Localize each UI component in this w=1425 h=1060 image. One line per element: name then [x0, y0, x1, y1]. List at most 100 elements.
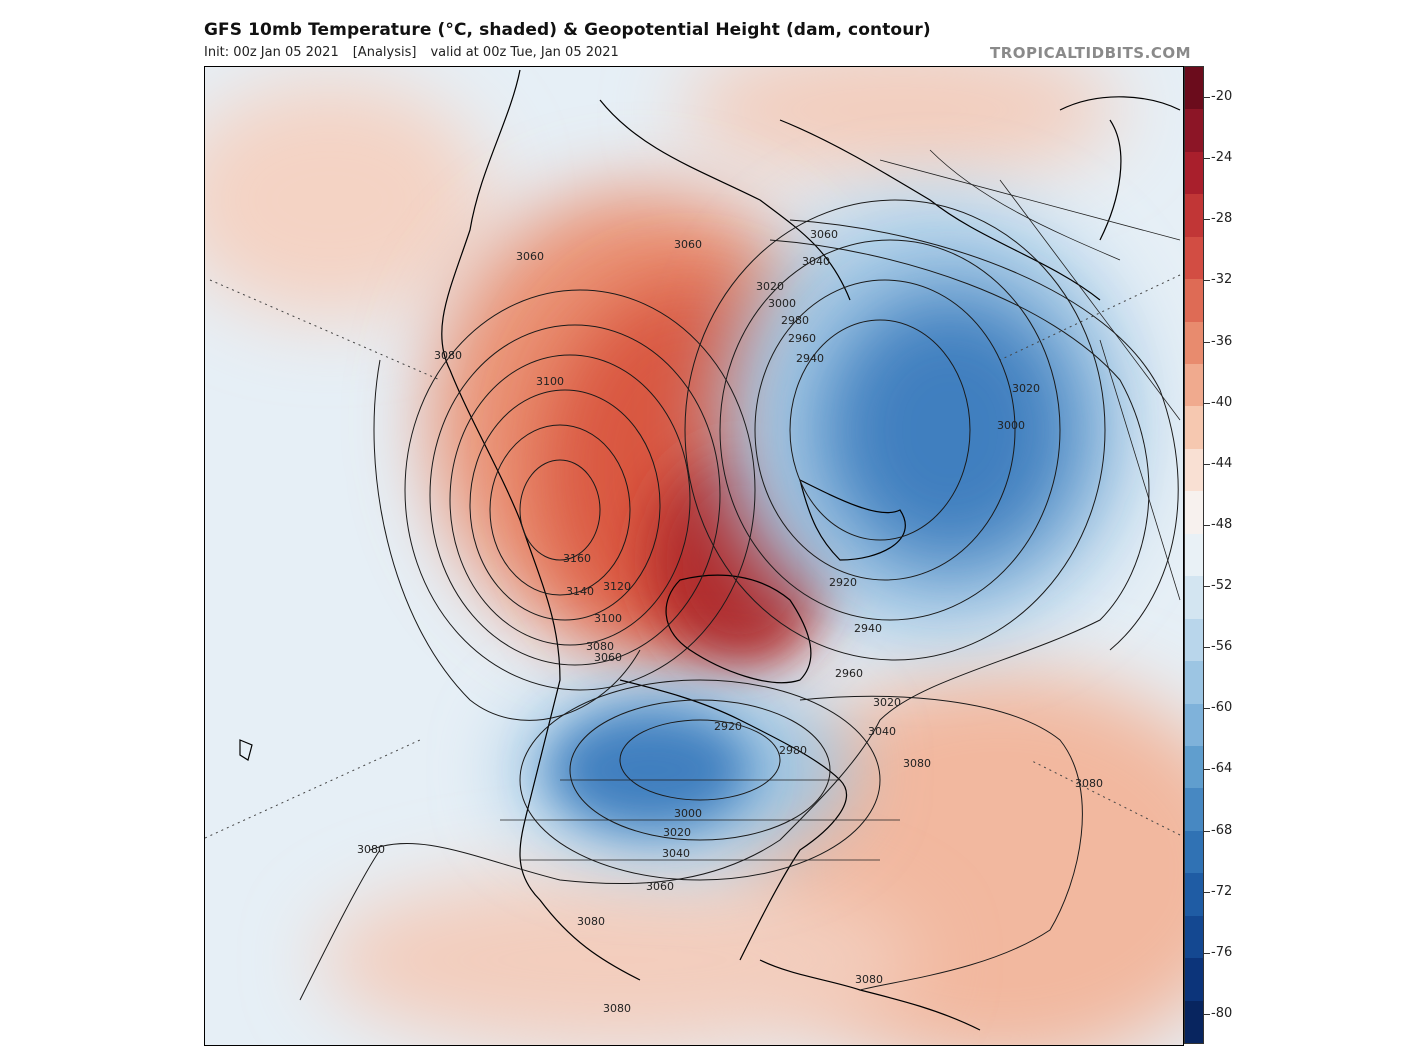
colorbar-segment	[1185, 788, 1203, 832]
colorbar-tick	[1204, 341, 1210, 343]
contour-label: 3080	[603, 1002, 631, 1015]
warm-area-top	[680, 67, 1120, 180]
map-panel: 3060 3060 3060 3040 3020 3000 2980 2960 2940 3080…	[204, 66, 1184, 1046]
contour-label: 3120	[603, 580, 631, 593]
contour-label: 3020	[663, 826, 691, 839]
colorbar-segment	[1185, 1000, 1203, 1044]
contour-label: 3080	[1075, 777, 1103, 790]
colorbar-segment	[1185, 491, 1203, 535]
colorbar-tick-label: -44	[1211, 455, 1233, 471]
colorbar-tick	[1204, 158, 1210, 160]
colorbar-tick-label: -28	[1211, 211, 1233, 227]
contour-label: 3080	[855, 973, 883, 986]
cold-core-east	[820, 290, 1080, 570]
colorbar-segment	[1185, 958, 1203, 1002]
colorbar	[1184, 66, 1204, 1044]
colorbar-tick-label: -48	[1211, 516, 1233, 532]
colorbar-tick-label: -68	[1211, 822, 1233, 838]
colorbar-tick	[1204, 769, 1210, 771]
colorbar-segment	[1185, 67, 1203, 110]
contour-label: 3060	[516, 250, 544, 263]
colorbar-segment	[1185, 661, 1203, 704]
colorbar-tick-label: -36	[1211, 333, 1233, 349]
contour-label: 3000	[768, 297, 796, 310]
colorbar-tick	[1204, 830, 1210, 832]
colorbar-segment	[1185, 873, 1203, 917]
contour-label: 3020	[873, 696, 901, 709]
colorbar-tick-label: -32	[1211, 272, 1233, 288]
colorbar-tick	[1204, 219, 1210, 221]
colorbar-tick	[1204, 280, 1210, 282]
contour-label: 3140	[566, 585, 594, 598]
colorbar-segment	[1185, 745, 1203, 789]
temperature-field	[205, 67, 1183, 1045]
contour-label: 3080	[357, 843, 385, 856]
contour-label: 3080	[586, 640, 614, 653]
colorbar-segment	[1185, 703, 1203, 747]
contour-label: 3060	[646, 880, 674, 893]
polar-stereographic-map: 3060 3060 3060 3040 3020 3000 2980 2960 2940 3080…	[205, 67, 1183, 1045]
colorbar-segment	[1185, 364, 1203, 407]
contour-label: 2960	[788, 332, 816, 345]
colorbar-tick	[1204, 891, 1210, 893]
colorbar-segment	[1185, 194, 1203, 238]
colorbar-tick	[1204, 952, 1210, 954]
colorbar-tick	[1204, 524, 1210, 526]
colorbar-tick	[1204, 463, 1210, 465]
colorbar-tick-label: -64	[1211, 761, 1233, 777]
brand-watermark: TROPICALTIDBITS.COM	[990, 44, 1191, 62]
colorbar-segment	[1185, 151, 1203, 195]
contour-label: 2960	[835, 667, 863, 680]
colorbar-tick-label: -72	[1211, 883, 1233, 899]
warm-area-south	[320, 870, 920, 1045]
colorbar-tick	[1204, 586, 1210, 588]
contour-labels: 3060 3060 3060 3040 3020 3000 2980 2960 2940 3080…	[357, 228, 1103, 1015]
contour-label: 3080	[577, 915, 605, 928]
contour-label: 3100	[594, 612, 622, 625]
colorbar-tick-label: -40	[1211, 394, 1233, 410]
colorbar-tick-label: -60	[1211, 700, 1233, 716]
contour-label: 3100	[536, 375, 564, 388]
contour-label: 3040	[868, 725, 896, 738]
contour-label: 3060	[810, 228, 838, 241]
contour-label: 3000	[997, 419, 1025, 432]
colorbar-tick-label: -76	[1211, 944, 1233, 960]
colorbar-tick	[1204, 708, 1210, 710]
colorbar-segment	[1185, 830, 1203, 874]
contour-label: 2940	[796, 352, 824, 365]
colorbar-tick	[1204, 97, 1210, 98]
colorbar-tick-label: -80	[1211, 1006, 1233, 1021]
contour-label: 3160	[563, 552, 591, 565]
contour-label: 2920	[829, 576, 857, 589]
colorbar-segment	[1185, 915, 1203, 959]
contour-label: 3020	[1012, 382, 1040, 395]
contour-label: 3080	[903, 757, 931, 770]
colorbar-segment	[1185, 533, 1203, 577]
borders	[500, 149, 1181, 861]
init-time: Init: 00z Jan 05 2021	[204, 45, 339, 60]
contour-label: 3080	[434, 349, 462, 362]
contour-label: 2940	[854, 622, 882, 635]
colorbar-tick	[1204, 402, 1210, 404]
contour-label: 3060	[594, 651, 622, 664]
colorbar-segment	[1185, 618, 1203, 662]
colorbar-segment	[1185, 576, 1203, 620]
graticule	[205, 274, 1181, 839]
map-subtitle: Init: 00z Jan 05 2021 [Analysis] valid at …	[204, 45, 619, 60]
contour-label: 3060	[674, 238, 702, 251]
colorbar-tick	[1204, 647, 1210, 649]
contour-label: 2980	[781, 314, 809, 327]
contour-label: 2980	[779, 744, 807, 757]
contour-label: 3000	[674, 807, 702, 820]
contour-label: 2920	[714, 720, 742, 733]
colorbar-segment	[1185, 406, 1203, 450]
colorbar-tick	[1204, 1014, 1210, 1015]
colorbar-segment	[1185, 279, 1203, 323]
colorbar-segment	[1185, 448, 1203, 492]
valid-time: valid at 00z Tue, Jan 05 2021	[430, 45, 619, 60]
colorbar-segment	[1185, 321, 1203, 365]
colorbar-tick-label: -20	[1211, 89, 1233, 104]
map-title: GFS 10mb Temperature (°C, shaded) & Geop…	[204, 20, 931, 40]
colorbar-segment	[1185, 109, 1203, 153]
warm-area-pacific-north	[205, 80, 490, 320]
